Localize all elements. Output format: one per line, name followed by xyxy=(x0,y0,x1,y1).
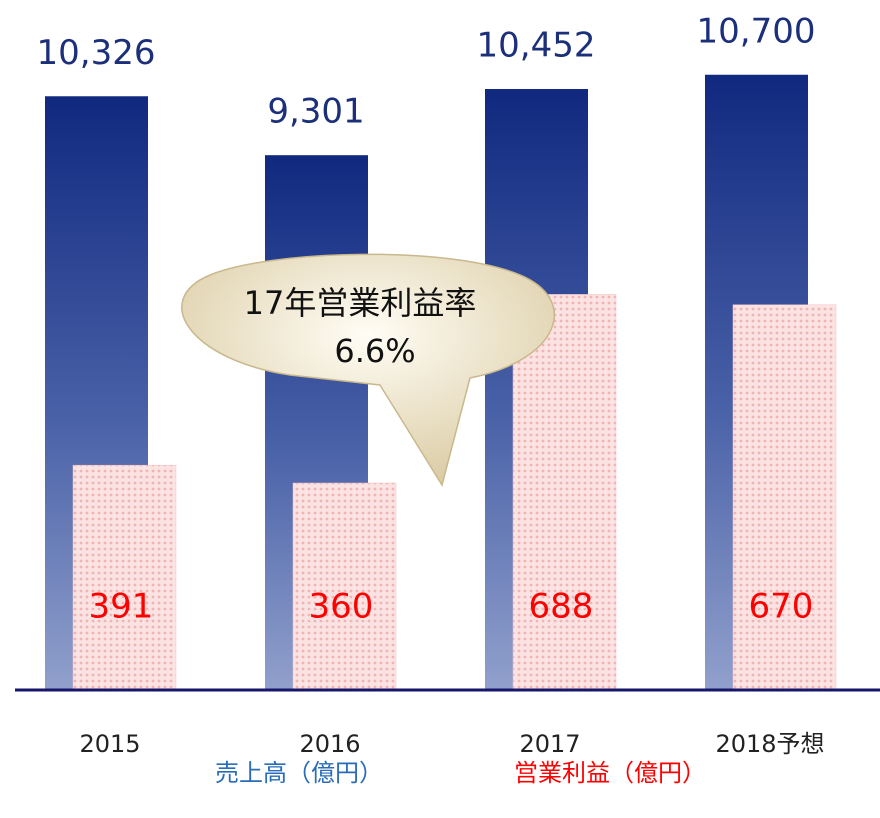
x-tick-label: 2015 xyxy=(79,730,140,758)
data-label: 670 xyxy=(749,587,814,627)
callout: 17年営業利益率 6.6% xyxy=(181,253,555,487)
data-label: 688 xyxy=(529,587,594,627)
callout-line: 17年営業利益率 xyxy=(244,284,477,322)
legend-entry: 営業利益（億円） xyxy=(514,759,706,787)
bar xyxy=(72,464,177,691)
data-label: 10,452 xyxy=(477,26,596,66)
data-label: 360 xyxy=(309,587,374,627)
x-tick-label: 2017 xyxy=(519,730,580,758)
data-label: 10,700 xyxy=(697,11,816,51)
legend-entry: 売上高（億円） xyxy=(215,759,383,787)
data-label: 10,326 xyxy=(37,33,156,73)
x-tick-label: 2016 xyxy=(299,730,360,758)
data-label: 391 xyxy=(89,587,154,627)
bar xyxy=(512,294,617,691)
bars xyxy=(45,74,837,691)
callout-line: 6.6% xyxy=(334,332,415,370)
x-tick-label: 2018予想 xyxy=(715,730,824,758)
data-label: 9,301 xyxy=(267,92,364,132)
bar xyxy=(292,482,397,691)
bar xyxy=(732,304,837,691)
